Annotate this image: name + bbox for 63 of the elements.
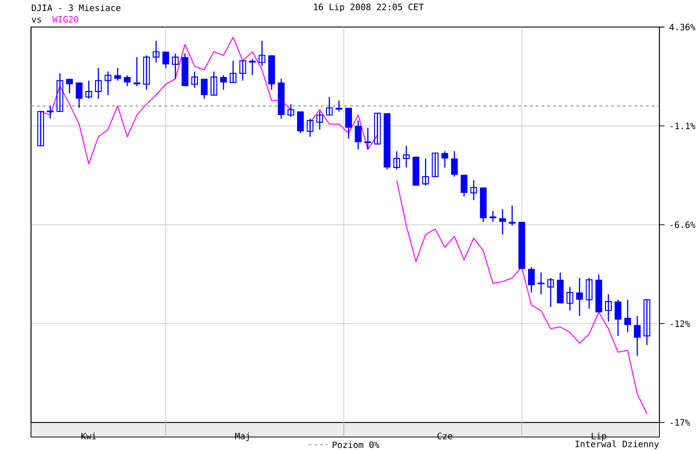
candlestick <box>134 56 140 86</box>
candlestick <box>200 78 208 100</box>
candlestick <box>393 150 400 170</box>
candlestick <box>152 40 160 63</box>
candlestick <box>220 74 227 90</box>
candlestick <box>547 277 554 308</box>
y-tick-label: -6.6% <box>670 221 696 228</box>
candlestick <box>470 179 478 200</box>
y-tick-label: -1.1% <box>670 122 696 129</box>
candlestick <box>37 110 44 146</box>
candlestick <box>85 80 92 100</box>
candlestick <box>172 52 179 80</box>
candlestick <box>248 58 256 76</box>
text: WIG20 <box>52 16 78 22</box>
candlestick <box>162 50 170 68</box>
candlestick <box>46 105 54 120</box>
candlestick <box>76 82 83 108</box>
candlestick <box>56 72 64 112</box>
candlestick <box>258 40 266 67</box>
candlestick <box>364 126 372 150</box>
candlestick <box>143 54 150 90</box>
candlestick <box>566 286 574 311</box>
y-tick-label: 4.36% <box>670 24 696 30</box>
candlestick <box>297 110 304 134</box>
candlestick <box>354 120 362 150</box>
candlestick <box>556 272 564 304</box>
candlestick <box>644 298 650 346</box>
legend-label: Poziom 0% <box>332 441 380 448</box>
candlestick <box>422 158 429 186</box>
candlestick <box>114 67 121 81</box>
candlestick <box>316 110 324 130</box>
chart-subtitle: 16 Lip 2008 22:05 CET <box>314 3 424 12</box>
candlestick <box>634 315 641 356</box>
candlestick <box>345 106 352 139</box>
candlestick <box>402 145 410 168</box>
candlestick <box>239 60 246 81</box>
candlestick <box>451 150 458 177</box>
candlestick <box>95 67 102 100</box>
candlestick <box>460 174 468 197</box>
candlestick <box>586 277 593 310</box>
candlestick <box>66 78 73 94</box>
candlestick <box>576 277 583 316</box>
candlestick <box>104 70 112 96</box>
candlestick <box>499 208 506 235</box>
candlestick <box>230 60 236 83</box>
candlestick <box>614 298 622 336</box>
candlestick <box>605 293 612 322</box>
candlestick <box>441 150 448 168</box>
candlestick <box>287 103 294 118</box>
candlestick <box>210 70 218 96</box>
y-tick-label: -17% <box>670 419 690 426</box>
candlestick <box>432 152 439 177</box>
candlestick <box>624 298 632 333</box>
text: Interwal Dzienny <box>576 440 659 449</box>
chart-title: DJIA - 3 Miesiace <box>32 4 120 11</box>
candlestick <box>326 96 333 116</box>
candlestick <box>124 74 131 86</box>
y-tick-label: -12% <box>670 320 690 327</box>
text: vs <box>32 17 41 22</box>
candlestick <box>374 112 381 144</box>
candlestick <box>528 266 535 293</box>
candlestick <box>191 70 198 88</box>
candlestick <box>306 118 314 138</box>
